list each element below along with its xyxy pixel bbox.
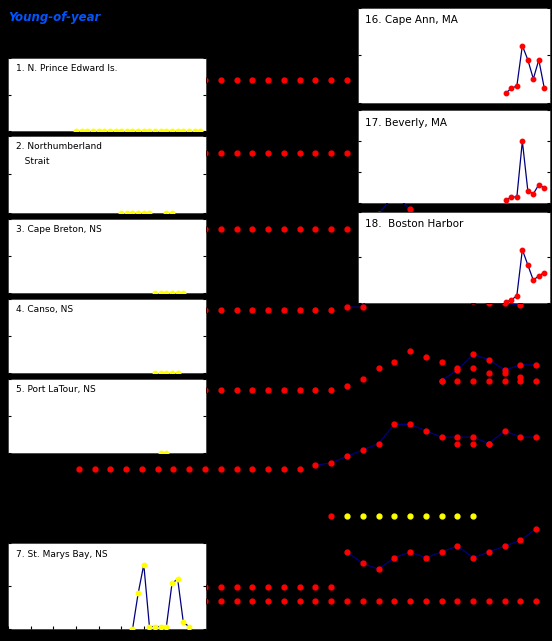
FancyBboxPatch shape (358, 8, 550, 103)
FancyBboxPatch shape (8, 136, 206, 213)
FancyBboxPatch shape (358, 110, 550, 203)
Text: Young-of-year: Young-of-year (8, 11, 100, 24)
FancyBboxPatch shape (8, 58, 206, 131)
FancyBboxPatch shape (358, 212, 550, 303)
FancyBboxPatch shape (8, 219, 206, 293)
FancyBboxPatch shape (8, 379, 206, 453)
FancyBboxPatch shape (8, 299, 206, 373)
FancyBboxPatch shape (8, 543, 206, 629)
